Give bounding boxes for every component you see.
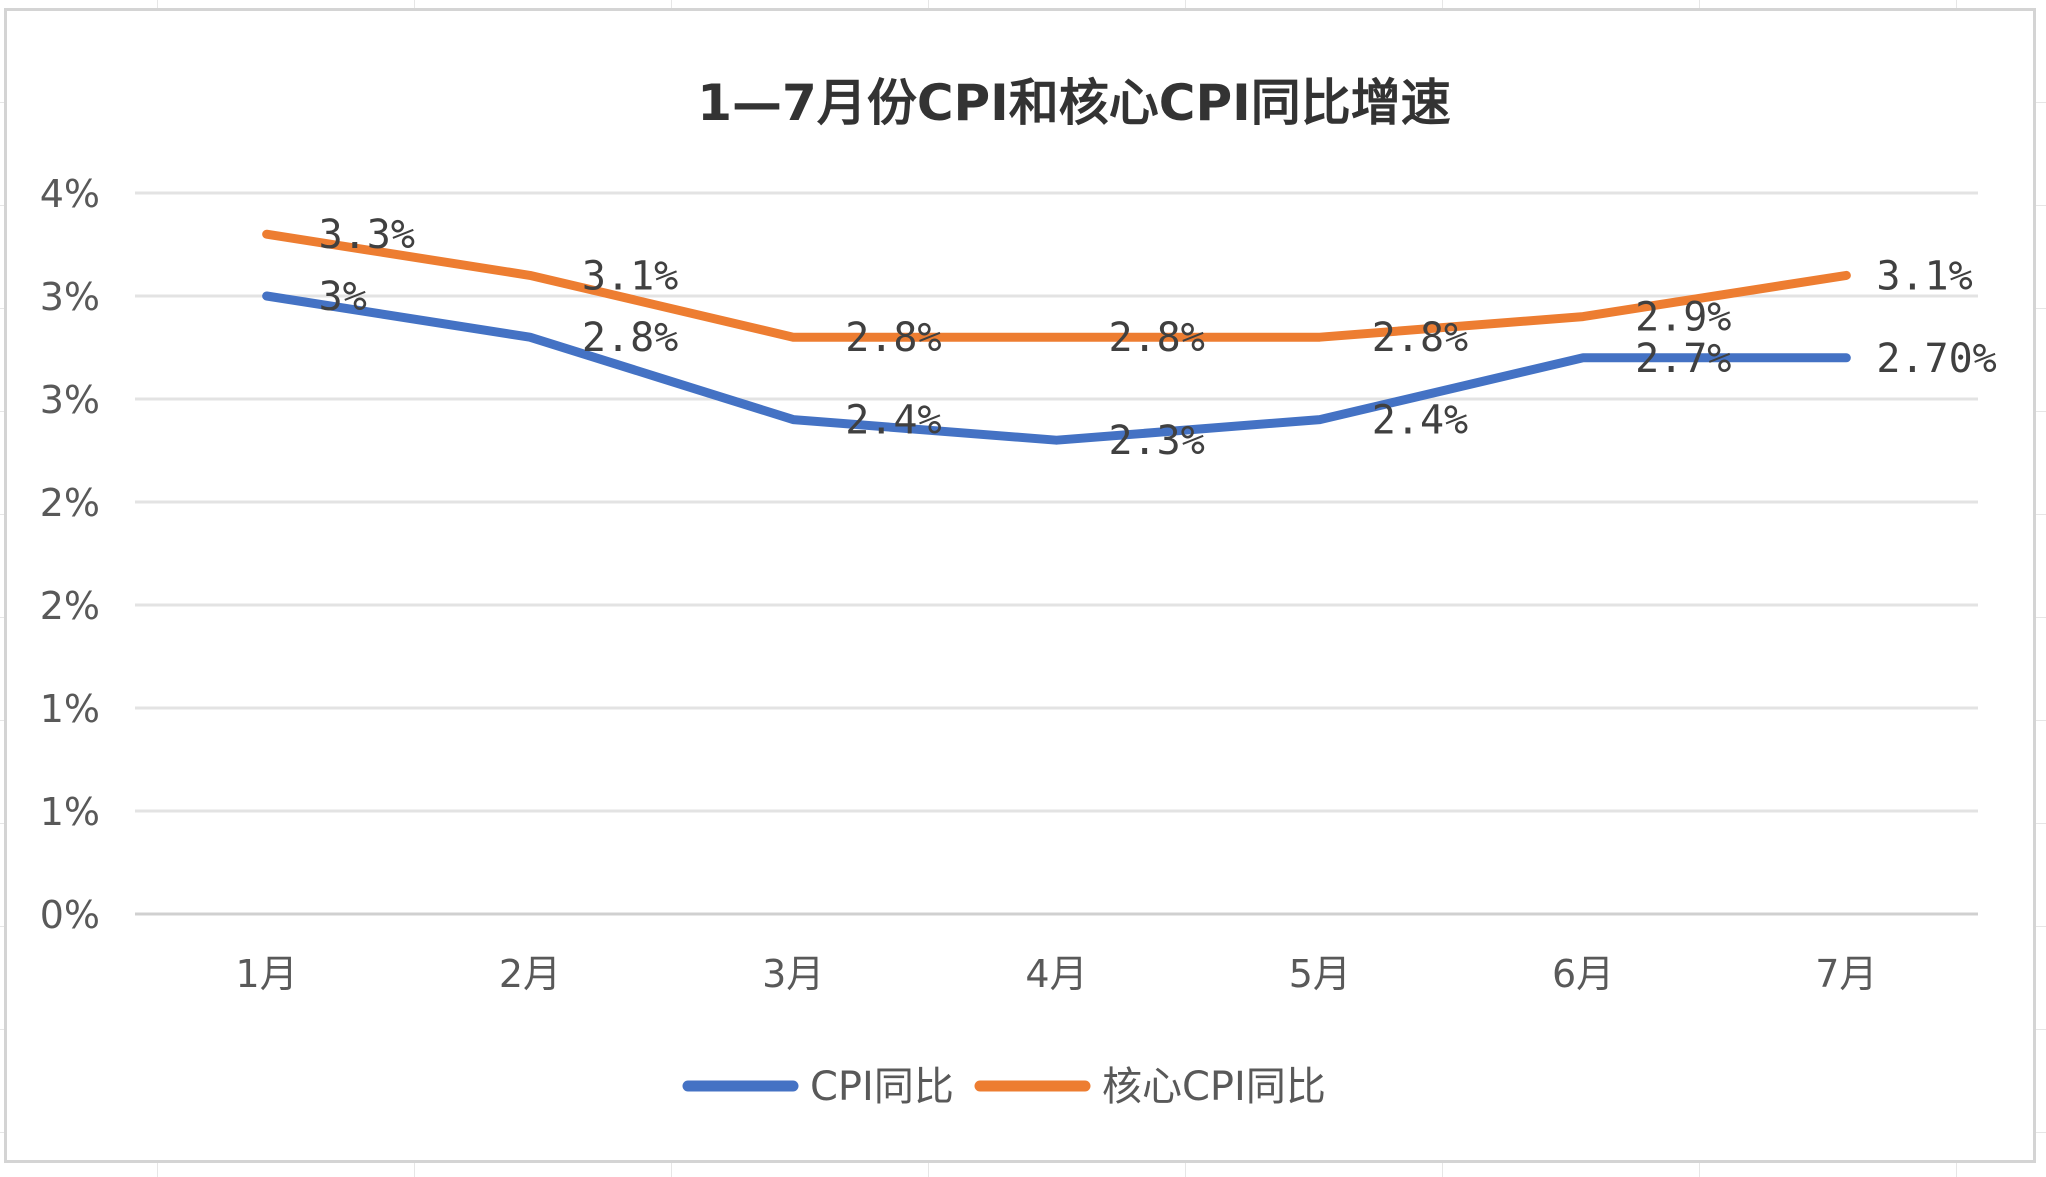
series-lines <box>262 229 1851 445</box>
core-cpi-data-label: 3.1% <box>582 253 678 299</box>
x-tick-label: 5月 <box>1289 952 1351 996</box>
legend-cpi-label[interactable]: CPI同比 <box>810 1064 954 1110</box>
cpi-series-line[interactable] <box>262 291 1851 445</box>
y-tick-label: 1% <box>40 790 100 834</box>
y-tick-label: 2% <box>40 481 100 525</box>
x-axis-tick-labels: 1月 2月 3月 4月 5月 6月 7月 <box>236 952 1878 996</box>
cpi-data-label: 2.3% <box>1109 418 1205 464</box>
core-cpi-data-label: 2.9% <box>1635 295 1731 341</box>
data-labels: 3% 2.8% 2.4% 2.3% 2.4% 2.7% 2.70% 3.3% 3.1% 2.8% 2… <box>319 212 1997 464</box>
x-tick-label: 2月 <box>499 952 561 996</box>
core-cpi-data-label: 3.3% <box>319 212 415 258</box>
core-cpi-data-label: 3.1% <box>1876 253 1972 299</box>
chart-area[interactable] <box>4 8 2036 1163</box>
core-cpi-data-label: 2.8% <box>1109 315 1205 361</box>
cpi-data-label: 3% <box>319 274 367 320</box>
gridlines <box>135 191 1978 916</box>
cpi-data-label: 2.4% <box>845 398 941 444</box>
y-tick-label: 0% <box>40 893 100 937</box>
y-tick-label: 2% <box>40 584 100 628</box>
x-tick-label: 3月 <box>762 952 824 996</box>
cpi-data-label: 2.4% <box>1372 398 1468 444</box>
legend-core-cpi-label[interactable]: 核心CPI同比 <box>1102 1064 1326 1110</box>
y-tick-label: 3% <box>40 275 100 319</box>
x-tick-label: 1月 <box>236 952 298 996</box>
legend[interactable]: CPI同比 核心CPI同比 <box>682 1064 1326 1110</box>
cpi-data-label: 2.7% <box>1635 336 1731 382</box>
cpi-data-label: 2.8% <box>582 315 678 361</box>
y-tick-label: 1% <box>40 687 100 731</box>
y-axis-tick-labels: 0% 1% 1% 2% 2% 3% 3% 4% <box>40 172 100 937</box>
x-tick-label: 6月 <box>1552 952 1614 996</box>
x-tick-label: 7月 <box>1815 952 1877 996</box>
y-tick-label: 4% <box>40 172 100 216</box>
y-tick-label: 3% <box>40 378 100 422</box>
chart-title: 1—7月份CPI和核心CPI同比增速 <box>697 74 1450 132</box>
core-cpi-data-label: 2.8% <box>845 315 941 361</box>
cpi-data-label: 2.70% <box>1876 336 1996 382</box>
core-cpi-series-line[interactable] <box>262 229 1851 342</box>
x-tick-label: 4月 <box>1025 952 1087 996</box>
core-cpi-data-label: 2.8% <box>1372 315 1468 361</box>
